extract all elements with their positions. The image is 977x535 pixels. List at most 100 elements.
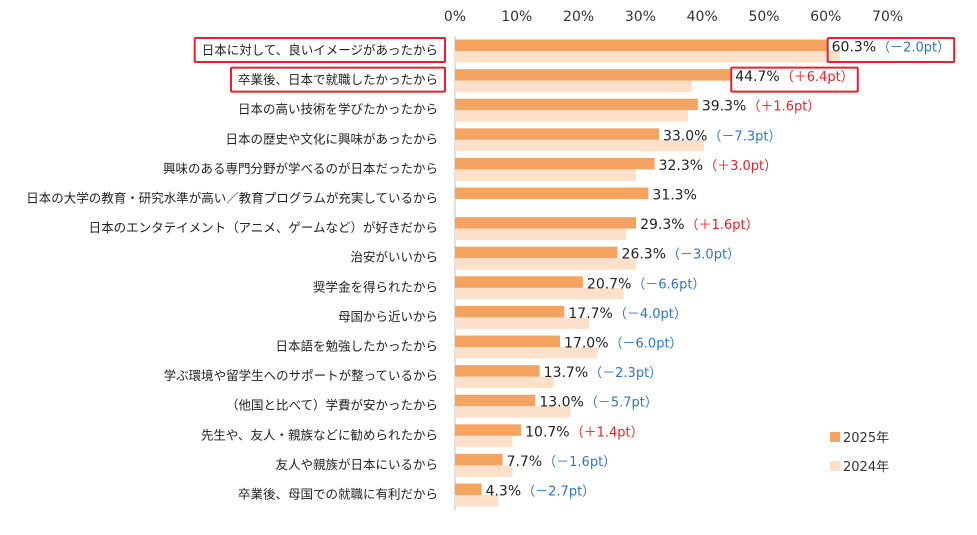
category-highlight-box — [193, 37, 446, 63]
x-tick-label: 0% — [444, 9, 466, 25]
data-label: 33.0%（－7.3pt） — [663, 128, 782, 144]
data-label: 32.3%（＋3.0pt） — [659, 158, 778, 174]
bar-2025 — [455, 394, 536, 407]
legend-swatch — [830, 432, 840, 442]
bar-2025 — [455, 128, 659, 140]
data-label: 31.3% — [652, 188, 696, 204]
change-label: （－2.0pt） — [877, 41, 950, 56]
bar-2024 — [455, 376, 554, 389]
bar-2025 — [455, 157, 655, 170]
data-label: 13.7%（－2.3pt） — [544, 365, 663, 381]
category-label: 日本のエンタテイメント（アニメ、ゲームなど）が好きだから — [89, 220, 438, 235]
value-label: 44.7% — [735, 69, 779, 85]
bar-2024 — [455, 228, 627, 241]
value-highlight-box — [826, 37, 956, 63]
data-label: 7.7%（－1.6pt） — [507, 454, 617, 470]
category-label: （他国と比べて）学費が安かったから — [226, 398, 438, 413]
change-label: （－3.0pt） — [667, 248, 740, 263]
x-tick-label: 20% — [563, 9, 594, 25]
data-label: 17.0%（－6.0pt） — [564, 336, 683, 352]
data-label: 26.3%（－3.0pt） — [622, 247, 741, 263]
x-axis-ticks: 0% 10% 20% 30% 40% 50% 60% 70% — [444, 9, 903, 25]
value-label: 17.7% — [568, 306, 612, 322]
category-highlight-box — [229, 66, 446, 93]
legend-swatch — [830, 461, 840, 471]
value-label: 4.3% — [486, 484, 522, 500]
data-label: 20.7%（－6.6pt） — [587, 276, 706, 292]
data-label: 10.7%（＋1.4pt） — [525, 424, 644, 440]
category-label: 母国から近いから — [338, 309, 438, 324]
category-label: 日本語を勉強したかったから — [275, 339, 438, 354]
x-tick-label: 70% — [872, 9, 903, 25]
category-labels: 日本に対して、良いイメージがあったから卒業後、日本で就職したかったから日本の高い… — [26, 43, 438, 502]
bar-2025 — [455, 305, 565, 318]
category-label: 友人や親族が日本にいるから — [275, 457, 438, 472]
value-label: 10.7% — [525, 424, 569, 440]
value-label: 29.3% — [640, 217, 684, 233]
bar-2024 — [455, 317, 590, 329]
category-label: 日本に対して、良いイメージがあったから — [202, 43, 438, 58]
bar-2024 — [455, 406, 571, 418]
bar-2025 — [455, 98, 698, 111]
change-label: （＋1.6pt） — [686, 218, 759, 233]
bar-2024 — [455, 287, 624, 300]
value-highlight-box — [730, 66, 859, 93]
change-label: （－5.7pt） — [585, 396, 658, 411]
change-label: （＋1.6pt） — [747, 100, 820, 115]
x-tick-label: 40% — [687, 9, 718, 25]
bars — [455, 39, 841, 507]
category-label: 先生や、友人・親族などに勧められたから — [201, 427, 438, 442]
value-label: 33.0% — [663, 128, 707, 144]
highlight-boxes — [193, 37, 956, 93]
legend-label: 2024年 — [843, 460, 889, 475]
bar-2025 — [455, 39, 828, 51]
category-label: 日本の歴史や文化に興味があったから — [225, 131, 438, 146]
change-label: （＋1.4pt） — [571, 425, 644, 440]
x-tick-label: 50% — [748, 9, 779, 25]
value-label: 13.7% — [544, 365, 588, 381]
category-label: 治安がいいから — [350, 250, 438, 265]
value-label: 7.7% — [507, 454, 543, 470]
change-label: （－2.7pt） — [522, 485, 595, 500]
bar-2024 — [455, 51, 841, 63]
bar-2024 — [455, 347, 598, 359]
bar-2024 — [455, 139, 705, 152]
legend-label: 2025年 — [843, 431, 889, 446]
change-label: （－4.0pt） — [614, 307, 687, 322]
bar-2024 — [455, 495, 499, 507]
bar-2025 — [455, 187, 649, 199]
x-tick-label: 60% — [810, 9, 841, 25]
bar-2025 — [455, 335, 561, 347]
value-label: 31.3% — [652, 188, 696, 204]
value-label: 39.3% — [702, 99, 746, 115]
change-label: （＋3.0pt） — [704, 159, 777, 174]
category-label: 日本の高い技術を学びたかったから — [238, 102, 438, 117]
bar-2025 — [455, 453, 503, 466]
data-label: 13.0%（－5.7pt） — [539, 395, 658, 411]
change-label: （－1.6pt） — [543, 455, 616, 470]
value-label: 13.0% — [539, 395, 583, 411]
x-tick-label: 30% — [625, 9, 656, 25]
value-label: 26.3% — [622, 247, 666, 263]
change-label: （－7.3pt） — [708, 129, 781, 144]
data-label: 29.3%（＋1.6pt） — [640, 217, 759, 233]
bar-2024 — [455, 465, 513, 477]
category-label: 興味のある専門分野が学べるのが日本だったから — [163, 161, 438, 176]
bar-2025 — [455, 276, 583, 288]
category-label: 日本の大学の教育・研究水準が高い／教育プログラムが充実しているから — [26, 191, 438, 206]
bar-2025 — [455, 246, 618, 259]
change-label: （－2.3pt） — [589, 366, 662, 381]
bar-2025 — [455, 69, 732, 81]
category-label: 卒業後、日本で就職したかったから — [238, 72, 438, 87]
category-label: 奨学金を得られたから — [313, 279, 438, 294]
value-label: 32.3% — [659, 158, 703, 174]
value-labels: 60.3%（－2.0pt）44.7%（＋6.4pt）39.3%（＋1.6pt）3… — [486, 40, 951, 500]
data-label: 17.7%（－4.0pt） — [568, 306, 687, 322]
bar-2024 — [455, 435, 513, 448]
value-label: 60.3% — [832, 40, 876, 56]
bar-2024 — [455, 110, 688, 122]
category-label: 卒業後、母国での就職に有利だから — [238, 487, 438, 502]
bar-2025 — [455, 483, 482, 495]
value-label: 20.7% — [587, 276, 631, 292]
